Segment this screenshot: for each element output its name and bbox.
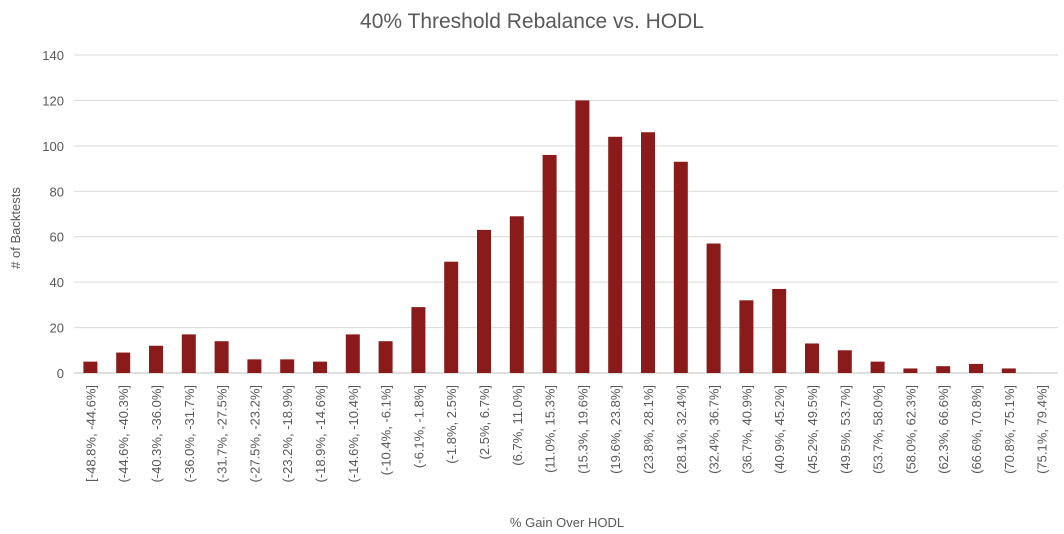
bar <box>772 288 787 373</box>
x-tick-label: [-48.8%, -44.6%] <box>83 385 98 482</box>
bar <box>149 345 163 373</box>
bar <box>313 361 327 373</box>
x-tick-label: (-40.3%, -36.0%] <box>149 385 164 483</box>
x-tick-label: (-18.9%, -14.6%] <box>313 385 328 483</box>
y-tick-label: 80 <box>50 184 64 199</box>
y-tick-label: 40 <box>50 275 64 290</box>
chart-title: 40% Threshold Rebalance vs. HODL <box>360 10 704 33</box>
x-tick-label: (53.7%, 58.0%] <box>871 385 886 474</box>
bar <box>477 229 491 373</box>
x-tick-label: (66.6%, 70.8%] <box>969 385 984 474</box>
bar <box>673 161 688 373</box>
x-tick-label: (62.3%, 66.6%] <box>936 385 951 474</box>
x-tick-label: (45.2%, 49.5%] <box>805 385 820 474</box>
bar <box>641 132 655 373</box>
bar <box>805 343 819 373</box>
x-tick-label: (-1.8%, 2.5%] <box>444 385 459 464</box>
y-tick-label: 20 <box>50 321 64 336</box>
bar <box>706 243 721 373</box>
bar <box>378 341 393 373</box>
bar <box>1001 368 1016 373</box>
x-tick-label: (49.5%, 53.7%] <box>838 385 853 474</box>
bar <box>83 361 98 373</box>
bar <box>345 334 360 373</box>
y-tick-label: 60 <box>50 230 64 245</box>
x-tick-label: (36.7%, 40.9%] <box>739 385 754 474</box>
x-tick-label: (-10.4%, -6.1%] <box>379 385 394 475</box>
bar <box>116 352 131 373</box>
bar <box>739 300 754 373</box>
bars <box>83 100 1016 373</box>
x-tick-label: (15.3%, 19.6%] <box>575 385 590 474</box>
x-tick-label: (-23.2%, -18.9%] <box>280 385 295 483</box>
bar <box>936 366 951 373</box>
x-tick-label: (-36.0%, -31.7%] <box>182 385 197 483</box>
x-tick-label: (19.6%, 23.8%] <box>608 385 623 474</box>
y-tick-label: 100 <box>42 139 64 154</box>
x-tick-label: (58.0%, 62.3%] <box>903 385 918 474</box>
bar <box>969 363 983 373</box>
bar <box>837 350 852 373</box>
bar <box>903 368 918 373</box>
x-tick-label: (-6.1%, -1.8%] <box>411 385 426 468</box>
y-tick-label: 120 <box>42 93 64 108</box>
bar <box>444 261 459 373</box>
bar <box>542 154 557 373</box>
y-tick-label: 140 <box>42 48 64 63</box>
bar <box>608 136 623 373</box>
bar <box>280 359 295 373</box>
gridlines <box>74 54 1058 374</box>
bar <box>509 216 524 373</box>
x-tick-label: (75.1%, 79.4%] <box>1035 385 1050 474</box>
x-tick-label: (11.0%, 15.3%] <box>543 385 558 473</box>
x-tick-label: (28.1%, 32.4%] <box>674 385 689 474</box>
x-tick-label: (-44.6%, -40.3%] <box>116 385 131 483</box>
y-tick-label: 0 <box>57 366 64 381</box>
x-tick-label: (32.4%, 36.7%] <box>707 385 722 474</box>
x-axis-title: % Gain Over HODL <box>510 515 624 530</box>
bar <box>247 359 262 373</box>
x-tick-label: (23.8%, 28.1%] <box>641 385 656 474</box>
x-tick-label: (40.9%, 45.2%] <box>772 385 787 474</box>
y-axis-title: # of Backtests <box>8 187 23 269</box>
bar <box>214 341 229 373</box>
x-tick-label: (-31.7%, -27.5%] <box>215 385 230 483</box>
y-axis-ticks: 0 20 40 60 80 100 120 140 <box>42 48 64 381</box>
x-tick-label: (70.8%, 75.1%] <box>1002 385 1017 474</box>
bar <box>870 361 885 373</box>
x-axis-ticks: [-48.8%, -44.6%] (-44.6%, -40.3%] (-40.3%,… <box>83 385 1049 483</box>
x-tick-label: (-27.5%, -23.2%] <box>247 385 262 483</box>
x-tick-label: (-14.6%, -10.4%] <box>346 385 361 483</box>
x-tick-label: (6.7%, 11.0%] <box>510 385 525 466</box>
bar <box>181 334 196 373</box>
bar <box>411 307 426 373</box>
x-tick-label: (2.5%, 6.7%] <box>477 385 492 459</box>
bar <box>575 100 590 373</box>
